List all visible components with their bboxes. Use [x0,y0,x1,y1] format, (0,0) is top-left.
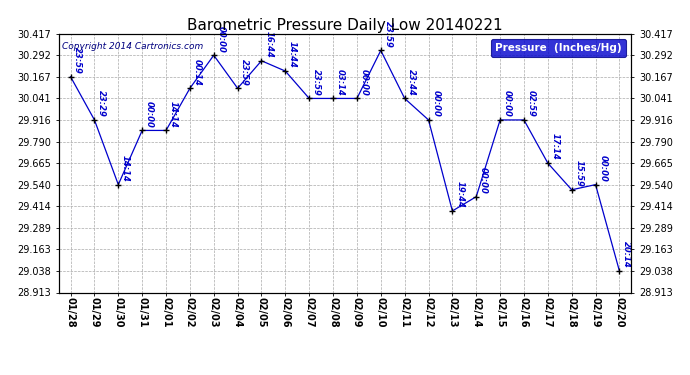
Text: 00:14: 00:14 [193,58,201,86]
Text: 02:59: 02:59 [526,90,535,117]
Text: 00:00: 00:00 [503,90,512,117]
Text: 19:44: 19:44 [455,181,464,208]
Text: 00:00: 00:00 [217,26,226,53]
Text: 14:14: 14:14 [121,155,130,182]
Text: 23:29: 23:29 [97,90,106,117]
Text: 00:00: 00:00 [431,90,440,117]
Text: 00:00: 00:00 [145,101,154,128]
Text: 15:59: 15:59 [575,160,584,187]
Text: 00:00: 00:00 [598,155,607,182]
Text: 14:14: 14:14 [169,101,178,128]
Text: 23:59: 23:59 [312,69,321,96]
Text: 16:44: 16:44 [264,31,273,58]
Legend: Pressure  (Inches/Hg): Pressure (Inches/Hg) [491,39,626,57]
Text: 23:44: 23:44 [407,69,417,96]
Text: 00:00: 00:00 [479,167,488,194]
Text: 17:14: 17:14 [551,134,560,160]
Text: 00:00: 00:00 [359,69,368,96]
Text: 20:14: 20:14 [622,242,631,268]
Text: 23:59: 23:59 [384,21,393,48]
Text: 03:14: 03:14 [336,69,345,96]
Text: 23:59: 23:59 [240,58,249,86]
Title: Barometric Pressure Daily Low 20140221: Barometric Pressure Daily Low 20140221 [187,18,503,33]
Text: 23:59: 23:59 [73,47,82,74]
Text: Copyright 2014 Cartronics.com: Copyright 2014 Cartronics.com [61,42,203,51]
Text: 14:44: 14:44 [288,41,297,68]
